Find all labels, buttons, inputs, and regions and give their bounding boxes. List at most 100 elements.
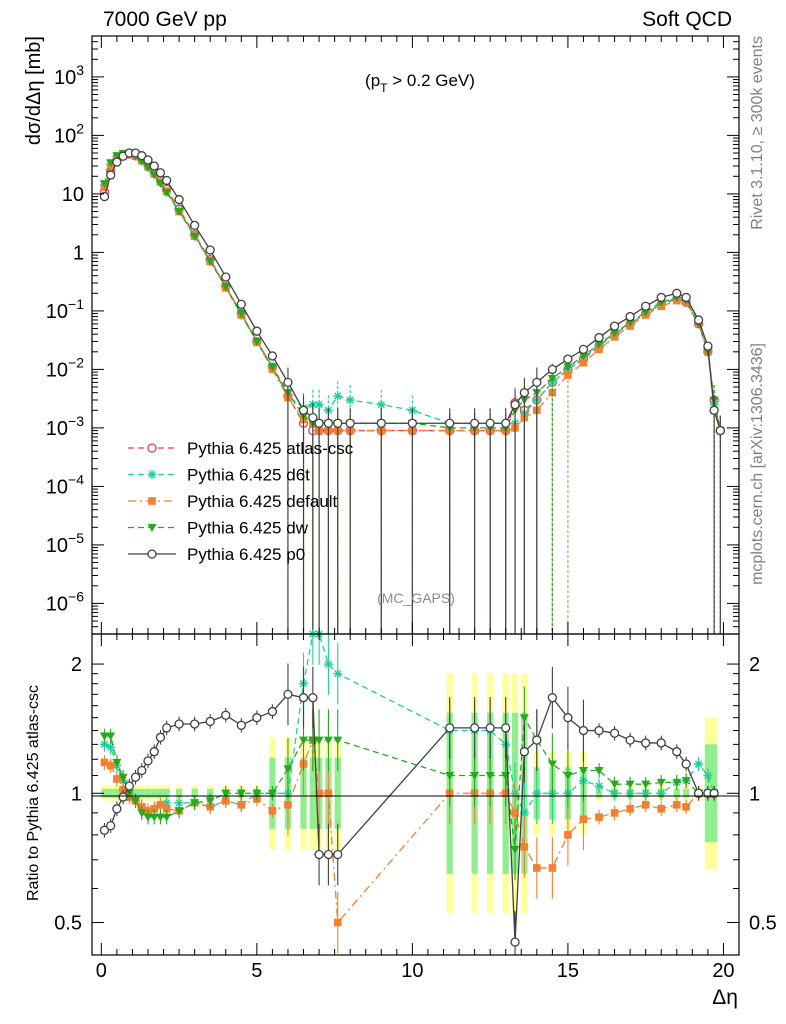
legend-marker [148,497,156,505]
main-data-point [681,292,691,303]
ratio-data-point [693,788,704,798]
main-data-point [548,388,557,397]
main-axis-ticks: 10−6 10−5 10−4 10−3 10−2 10−1 1 10 102 103 [46,35,739,635]
ratio-data-point [672,801,681,809]
main-data-point [333,418,343,428]
ratio-y-tick-label: 2 [71,654,82,676]
ratio-band-inner [163,788,170,798]
main-data-point [376,418,386,428]
ratio-data-point [323,736,333,745]
ratio-band-inner [157,788,164,798]
main-data-point [594,332,604,343]
main-data-point [283,377,293,388]
ratio-band-inner [207,788,214,798]
ratio-band-inner [309,757,316,829]
main-data-point [112,157,122,167]
main-y-axis-label: dσ/dΔη [mb] [23,36,45,145]
main-data-point [564,371,572,379]
ratio-data-point [641,780,651,789]
main-data-point [693,315,704,325]
ratio-data-point [162,805,171,813]
ratio-y-tick-label-right: 0.5 [749,912,777,934]
legend: Pythia 6.425 atlas-csc Pythia 6.425 d6t Py… [128,439,354,564]
ratio-series-2 [99,686,719,881]
ratio-data-point [156,801,165,809]
main-data-point [190,232,200,241]
ratio-data-point [594,766,604,775]
main-data-point [672,288,682,298]
ratio-data-point [672,747,682,757]
ratio-data-point [656,788,666,798]
legend-entry: Pythia 6.425 d6t [128,466,310,485]
ratio-data-point [308,693,318,703]
ratio-data-point [579,815,588,824]
ratio-data-point [641,801,650,809]
ratio-band-inner [151,788,158,798]
ratio-data-point [625,780,635,789]
ratio-data-point [519,747,530,757]
main-data-point [162,175,172,186]
ratio-data-point [323,849,334,860]
ratio-y-tick-label-right: 2 [749,654,760,676]
ratio-data-point [519,808,529,818]
main-data-point [594,340,604,349]
ratio-data-point [333,918,342,927]
ratio-data-point [112,758,122,767]
y-tick-label: 10−5 [46,530,84,557]
ratio-data-point [267,706,278,717]
main-series-line [103,152,721,431]
ratio-data-point [672,778,682,787]
ratio-data-point [221,710,231,720]
ratio-data-point [124,781,134,791]
main-data-point [323,418,334,428]
ratio-data-point [626,805,634,813]
ratio-data-point [162,813,172,822]
main-data-point [469,418,480,428]
ratio-data-point [252,789,262,798]
ratio-data-point [501,723,511,733]
ratio-band-inner [107,788,114,798]
cut-annotation: (pT > 0.2 GeV) [365,71,475,95]
ratio-data-point [106,742,116,752]
x-tick-label: 20 [712,960,734,982]
main-data-point [174,194,184,205]
ratio-data-point [625,735,635,745]
ratio-data-point [113,775,121,783]
ratio-data-point [236,720,246,730]
ratio-band-inner [191,788,198,798]
main-series-layer [99,148,725,634]
main-data-point [519,388,530,398]
ratio-band-inner [101,788,108,798]
ratio-data-point [532,735,542,745]
ratio-band-inner [673,788,680,798]
ratio-data-point [131,797,141,806]
x-tick-label: 10 [401,960,423,982]
main-data-point [162,189,172,198]
main-series-4 [99,148,725,634]
x-axis-ticks: 0 5 10 15 20 [96,36,735,982]
main-data-point [99,191,110,202]
ratio-data-point [547,760,557,769]
ratio-data-point [189,719,200,729]
main-data-point [563,363,573,372]
ratio-data-point [143,756,153,766]
side-label-rivet: Rivet 3.1.10, ≥ 300k events [749,36,766,230]
ratio-data-point [314,849,324,860]
main-data-point [625,311,635,322]
ratio-data-point [283,689,293,700]
ratio-data-point [124,789,134,798]
ratio-data-point [594,725,604,736]
ratio-data-point [174,719,184,729]
ratio-data-point [221,789,231,798]
ratio-data-point [112,804,122,814]
ratio-band-inner [683,788,690,798]
ratio-data-point [703,771,713,781]
ratio-data-point [190,799,200,808]
ratio-data-point [485,723,495,733]
ratio-data-point [333,669,343,679]
ratio-data-point [237,801,246,809]
ratio-series-layer [99,629,719,955]
ratio-data-point [469,723,480,733]
ratio-data-point [323,659,333,669]
ratio-data-point [252,713,262,723]
